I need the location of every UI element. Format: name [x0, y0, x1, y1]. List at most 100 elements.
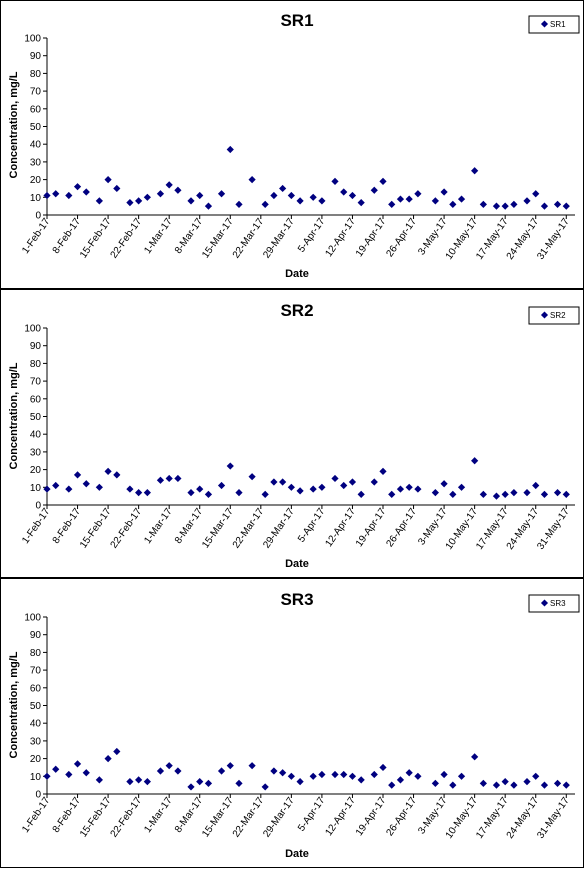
data-point [73, 183, 82, 191]
data-point [82, 769, 90, 777]
data-point [287, 191, 295, 200]
y-tick-label: 60 [30, 104, 42, 115]
data-point [270, 191, 278, 200]
data-point [113, 184, 121, 193]
data-point [156, 476, 165, 484]
y-tick-label: 80 [30, 69, 42, 80]
y-tick-label: 70 [30, 666, 42, 677]
y-tick-label: 80 [30, 359, 42, 370]
y-tick-label: 20 [30, 175, 42, 186]
x-tick-label: 8-Mar-17 [173, 216, 206, 256]
data-point [431, 779, 439, 787]
data-point [318, 197, 326, 205]
data-point [65, 770, 73, 779]
data-point [226, 462, 234, 470]
legend-box [528, 306, 580, 325]
data-point [126, 485, 134, 493]
y-tick-label: 100 [24, 34, 41, 45]
data-point [553, 779, 562, 787]
data-point [296, 487, 304, 495]
legend-box [528, 594, 580, 613]
x-tick-label: 5-Apr-17 [296, 216, 328, 255]
data-point [309, 772, 317, 780]
x-tick-label: 29-Mar-17 [261, 795, 297, 839]
data-point [440, 480, 448, 488]
y-tick-label: 0 [35, 501, 41, 512]
data-point [449, 781, 457, 789]
data-point [309, 485, 317, 493]
data-point [113, 747, 121, 756]
data-point [126, 778, 134, 786]
y-tick-label: 10 [30, 483, 42, 494]
data-point [449, 200, 457, 208]
data-point [104, 755, 112, 763]
data-point [187, 783, 195, 791]
data-point [226, 145, 234, 154]
y-tick-label: 50 [30, 701, 42, 712]
data-point [540, 202, 549, 210]
data-points [43, 747, 570, 791]
data-point [440, 770, 448, 779]
data-point [501, 202, 509, 210]
y-tick-label: 30 [30, 157, 42, 168]
x-tick-label: 1-Feb-17 [20, 795, 53, 835]
x-tick-label: 3-May-17 [416, 795, 449, 836]
data-point [174, 186, 182, 194]
y-axis: 0 10 20 30 40 50 60 70 80 90 100 [24, 613, 48, 801]
data-point [135, 197, 143, 205]
y-tick-label: 100 [24, 613, 41, 624]
data-point [396, 776, 405, 784]
x-tick-label: 29-Mar-17 [261, 506, 297, 550]
data-point [187, 197, 195, 205]
y-tick-label: 50 [30, 122, 42, 133]
x-tick-label: 1-Mar-17 [142, 216, 175, 256]
y-tick-label: 20 [30, 754, 42, 765]
data-point [510, 781, 518, 789]
data-point [370, 478, 378, 486]
data-point [143, 193, 151, 201]
data-point [479, 490, 487, 498]
data-point [82, 188, 90, 196]
data-point [43, 485, 51, 493]
x-axis-label: Date [285, 848, 309, 860]
x-tick-label: 5-Apr-17 [296, 506, 328, 545]
data-point [388, 490, 396, 498]
data-point [396, 485, 405, 493]
data-point [43, 191, 51, 200]
data-point [73, 471, 82, 479]
data-point [379, 177, 387, 185]
data-point [553, 489, 562, 497]
data-point [95, 197, 103, 205]
data-point [414, 772, 422, 780]
data-point [261, 490, 269, 498]
data-point [532, 190, 540, 198]
chart-panel-sr2: SR2 Date Concentration, mg/L SR2 0 10 20 30… [0, 289, 584, 578]
data-point [331, 770, 339, 779]
y-tick-label: 80 [30, 648, 42, 659]
data-point [226, 762, 234, 770]
data-point [440, 188, 448, 196]
legend-entry: SR1 [550, 20, 566, 29]
y-tick-label: 90 [30, 341, 42, 352]
x-tick-label: 26-Apr-17 [384, 216, 419, 259]
data-point [82, 480, 90, 488]
y-tick-label: 10 [30, 193, 42, 204]
legend-marker-icon [540, 599, 549, 607]
legend-marker-icon [540, 20, 549, 28]
y-tick-label: 0 [35, 211, 41, 222]
data-point [348, 191, 357, 200]
data-point [340, 188, 348, 196]
y-axis-label: Concentration, mg/L [8, 362, 20, 469]
x-tick-label: 8-Feb-17 [51, 216, 84, 256]
x-tick-label: 8-Feb-17 [51, 506, 84, 546]
data-point [104, 176, 112, 184]
data-point [270, 767, 278, 775]
data-point [540, 781, 549, 789]
chart-title: SR1 [280, 11, 313, 30]
data-point [370, 770, 378, 779]
y-tick-label: 40 [30, 719, 42, 730]
chart-sr2-svg: SR2 Date Concentration, mg/L SR2 0 10 20 30… [8, 301, 580, 570]
legend: SR2 [528, 306, 580, 325]
y-tick-label: 60 [30, 683, 42, 694]
data-point [501, 490, 509, 498]
